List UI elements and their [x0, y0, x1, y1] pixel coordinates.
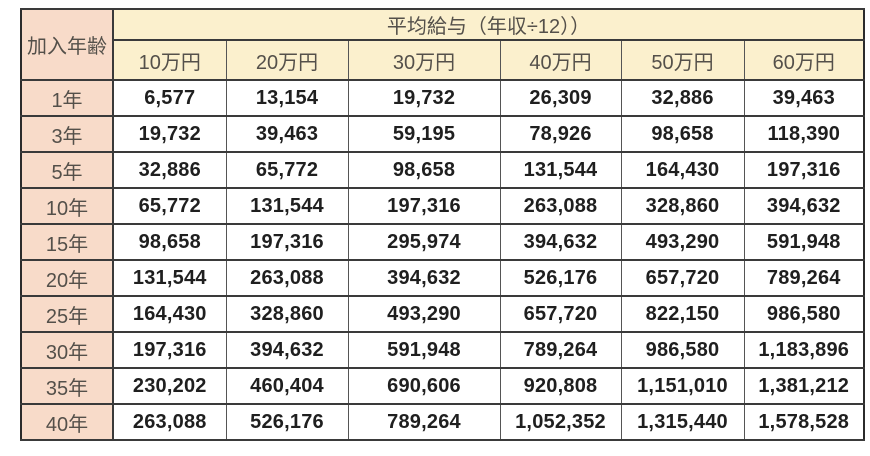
row-label: 1年: [20, 79, 114, 117]
table-cell: 526,176: [499, 259, 622, 297]
row-label: 40年: [20, 403, 114, 441]
row-label: 10年: [20, 187, 114, 225]
table-cell: 197,316: [347, 187, 501, 225]
row-label: 35年: [20, 367, 114, 405]
table-row: 3年 19,732 39,463 59,195 78,926 98,658 118,390: [20, 115, 865, 153]
table-cell: 13,154: [225, 79, 349, 117]
row-label: 20年: [20, 259, 114, 297]
table-cell: 78,926: [499, 115, 622, 153]
table-row: 30年 197,316 394,632 591,948 789,264 986,580 1,…: [20, 331, 865, 369]
table-cell: 197,316: [112, 331, 227, 369]
table-cell: 1,315,440: [620, 403, 745, 441]
table-cell: 26,309: [499, 79, 622, 117]
table-cell: 657,720: [620, 259, 745, 297]
table-cell: 986,580: [620, 331, 745, 369]
table-cell: 32,886: [620, 79, 745, 117]
table-cell: 263,088: [112, 403, 227, 441]
table-cell: 789,264: [743, 259, 865, 297]
row-label: 3年: [20, 115, 114, 153]
table-cell: 98,658: [347, 151, 501, 189]
table-cell: 328,860: [225, 295, 349, 333]
table-row: 35年 230,202 460,404 690,606 920,808 1,151,010…: [20, 367, 865, 405]
table-cell: 230,202: [112, 367, 227, 405]
table-cell: 394,632: [347, 259, 501, 297]
table-cell: 65,772: [112, 187, 227, 225]
table-cell: 657,720: [499, 295, 622, 333]
table-cell: 164,430: [620, 151, 745, 189]
table-cell: 59,195: [347, 115, 501, 153]
table-cell: 591,948: [347, 331, 501, 369]
table-cell: 1,052,352: [499, 403, 622, 441]
table-cell: 98,658: [620, 115, 745, 153]
table-row: 15年 98,658 197,316 295,974 394,632 493,290 591…: [20, 223, 865, 261]
table-cell: 131,544: [499, 151, 622, 189]
table-cell: 493,290: [347, 295, 501, 333]
table-cell: 1,381,212: [743, 367, 865, 405]
table-cell: 591,948: [743, 223, 865, 261]
table-cell: 19,732: [347, 79, 501, 117]
table-title-average-salary: 平均給与（年収÷12））: [112, 8, 865, 41]
table-row: 5年 32,886 65,772 98,658 131,544 164,430 197,31…: [20, 151, 865, 189]
table-row: 10年 65,772 131,544 197,316 263,088 328,860 394…: [20, 187, 865, 225]
table-cell: 65,772: [225, 151, 349, 189]
column-header-row: 10万円 20万円 30万円 40万円 50万円 60万円: [21, 39, 865, 81]
table-cell: 263,088: [225, 259, 349, 297]
table-cell: 263,088: [499, 187, 622, 225]
table-cell: 39,463: [225, 115, 349, 153]
column-header: 40万円: [499, 39, 622, 81]
table-cell: 1,183,896: [743, 331, 865, 369]
column-header: 10万円: [112, 39, 227, 81]
table-cell: 118,390: [743, 115, 865, 153]
table-cell: 1,151,010: [620, 367, 745, 405]
column-header: 60万円: [743, 39, 865, 81]
row-label: 25年: [20, 295, 114, 333]
table-cell: 789,264: [347, 403, 501, 441]
table-cell: 131,544: [225, 187, 349, 225]
table-cell: 526,176: [225, 403, 349, 441]
row-label: 30年: [20, 331, 114, 369]
table-cell: 6,577: [112, 79, 227, 117]
corner-header-enrollment-age: 加入年齢: [20, 8, 114, 81]
table-cell: 98,658: [112, 223, 227, 261]
table-cell: 164,430: [112, 295, 227, 333]
table-cell: 822,150: [620, 295, 745, 333]
table-cell: 789,264: [499, 331, 622, 369]
table-cell: 394,632: [743, 187, 865, 225]
table-cell: 39,463: [743, 79, 865, 117]
column-header: 50万円: [620, 39, 745, 81]
table-cell: 690,606: [347, 367, 501, 405]
column-header: 30万円: [347, 39, 501, 81]
table-cell: 328,860: [620, 187, 745, 225]
table-cell: 197,316: [743, 151, 865, 189]
table-cell: 1,578,528: [743, 403, 865, 441]
table-cell: 131,544: [112, 259, 227, 297]
table-row: 40年 263,088 526,176 789,264 1,052,352 1,315,4…: [20, 403, 865, 441]
table-cell: 32,886: [112, 151, 227, 189]
row-label: 5年: [20, 151, 114, 189]
table-cell: 920,808: [499, 367, 622, 405]
table-row: 1年 6,577 13,154 19,732 26,309 32,886 39,463: [20, 79, 865, 117]
table-cell: 394,632: [499, 223, 622, 261]
table-cell: 493,290: [620, 223, 745, 261]
table-cell: 295,974: [347, 223, 501, 261]
table-cell: 394,632: [225, 331, 349, 369]
table-row: 25年 164,430 328,860 493,290 657,720 822,150 98…: [20, 295, 865, 333]
title-row: 加入年齢 平均給与（年収÷12））: [20, 8, 865, 81]
column-header: 20万円: [225, 39, 349, 81]
table-cell: 197,316: [225, 223, 349, 261]
table-row: 20年 131,544 263,088 394,632 526,176 657,720 78…: [20, 259, 865, 297]
average-salary-table: 加入年齢 平均給与（年収÷12）） 10万円 20万円 30万円 40万円 50万円 60…: [20, 8, 865, 441]
table-cell: 460,404: [225, 367, 349, 405]
table-cell: 19,732: [112, 115, 227, 153]
row-label: 15年: [20, 223, 114, 261]
table-cell: 986,580: [743, 295, 865, 333]
